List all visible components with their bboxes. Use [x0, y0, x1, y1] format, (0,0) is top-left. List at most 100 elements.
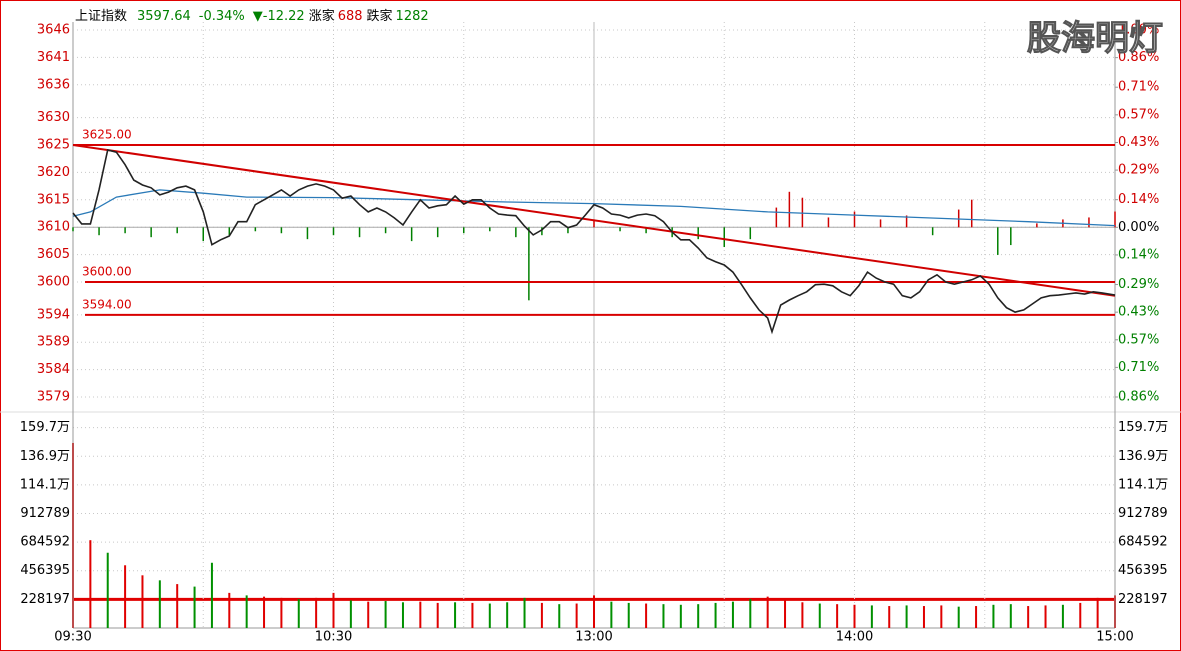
- volume-bar: [558, 604, 561, 628]
- strength-bar: [228, 227, 231, 236]
- y-tick-label: 684592: [20, 535, 70, 550]
- volume-bar: [263, 596, 266, 628]
- volume-bar: [575, 603, 578, 628]
- volume-bar: [384, 601, 387, 628]
- y-tick-label: 3579: [37, 390, 70, 405]
- y-tick-label: 3615: [37, 192, 70, 207]
- volume-bar: [332, 592, 335, 628]
- strength-bar: [280, 227, 283, 234]
- volume-bar: [714, 602, 717, 628]
- trend-line: [72, 144, 1116, 297]
- index-name: 上证指数: [75, 9, 127, 24]
- y2-tick-label: 0.00%: [1118, 220, 1159, 235]
- y2-tick-label: 0.86%: [1118, 50, 1159, 65]
- y-tick-label: 3641: [37, 50, 70, 65]
- y-tick-label: 136.9万: [20, 449, 70, 464]
- strength-bar: [1114, 211, 1116, 228]
- up-label: 涨家: [309, 8, 335, 24]
- volume-bar: [627, 602, 630, 628]
- strength-bar: [645, 227, 647, 234]
- change-pct: -0.34%: [199, 9, 245, 24]
- volume-bar: [870, 605, 873, 628]
- y2-tick-label: 0.29%: [1118, 163, 1159, 178]
- volume-bar: [940, 605, 943, 628]
- y2-tick-label: 0.43%: [1118, 305, 1159, 320]
- volume-bar: [401, 602, 404, 628]
- y2-tick-label: 0.57%: [1118, 107, 1159, 122]
- change: ▼-12.22: [253, 9, 305, 24]
- strength-bar: [723, 227, 725, 248]
- strength-bar: [749, 227, 752, 240]
- volume-bar: [141, 575, 144, 628]
- y-tick-label-right: 684592: [1118, 535, 1168, 550]
- volume-bar: [471, 602, 474, 628]
- header: 上证指数 3597.64 -0.34% ▼-12.22 涨家 688 跌家 1282: [75, 8, 429, 24]
- volume-bar: [922, 606, 925, 628]
- y-tick-label: 3620: [37, 165, 70, 180]
- volume-bar: [436, 602, 439, 628]
- volume-bar: [124, 565, 127, 628]
- level-label: 3625.00: [82, 128, 132, 142]
- level-label: 3600.00: [82, 264, 132, 278]
- y-tick-label: 159.7万: [20, 420, 70, 435]
- y-tick-label-right: 159.7万: [1118, 420, 1168, 435]
- volume-bar: [506, 602, 509, 628]
- y-tick-label: 912789: [20, 506, 70, 521]
- strength-bar: [124, 227, 126, 234]
- y2-tick-label: 0.14%: [1118, 192, 1159, 207]
- volume-bar: [488, 603, 491, 628]
- y-tick-label: 3636: [37, 77, 70, 92]
- volume-bar: [593, 595, 595, 628]
- x-tick-label: 15:00: [1096, 630, 1133, 645]
- y-tick-label: 228197: [20, 592, 70, 607]
- volume-bar: [697, 604, 700, 628]
- volume-bar: [766, 596, 769, 628]
- strength-bar: [567, 227, 569, 234]
- strength-bar: [410, 227, 413, 242]
- volume-bar: [176, 584, 179, 628]
- volume-bar: [1061, 604, 1064, 628]
- y-tick-label: 3584: [37, 362, 70, 377]
- x-tick-label: 10:30: [315, 630, 352, 645]
- volume-bar: [784, 600, 787, 628]
- strength-bar: [593, 219, 595, 228]
- volume-bar: [367, 601, 370, 628]
- strength-bar: [98, 227, 100, 236]
- strength-bar: [1036, 223, 1038, 228]
- y-tick-label-right: 114.1万: [1118, 477, 1168, 492]
- volume-bar: [801, 602, 804, 628]
- strength-bar: [879, 219, 882, 228]
- y2-tick-label: 0.71%: [1118, 80, 1159, 95]
- volume-bar: [106, 552, 109, 628]
- strength-bar: [463, 227, 465, 234]
- strength-bar: [619, 227, 621, 232]
- y-tick-label: 456395: [20, 563, 70, 578]
- strength-bar: [332, 227, 335, 236]
- volume-bar: [1044, 605, 1047, 628]
- volume-bar: [540, 602, 543, 628]
- volume-bar: [679, 604, 682, 628]
- volume-bar: [957, 606, 960, 628]
- y2-tick-label: 0.71%: [1118, 360, 1159, 375]
- y-tick-label: 114.1万: [20, 477, 70, 492]
- volume-bar: [523, 597, 526, 628]
- y2-tick-label: 1.00%: [1118, 23, 1159, 38]
- volume-bar: [905, 605, 908, 628]
- strength-bar: [306, 227, 309, 240]
- volume-bar: [454, 602, 457, 628]
- volume-bar: [1009, 604, 1012, 628]
- volume-bar: [888, 606, 891, 628]
- strength-bar: [788, 191, 791, 228]
- volume-bar: [610, 601, 613, 628]
- strength-bar: [358, 227, 361, 238]
- strength-bar: [384, 227, 387, 234]
- y2-tick-label: 0.29%: [1118, 277, 1159, 292]
- volume-bar: [1079, 602, 1082, 628]
- strength-bar: [541, 227, 543, 236]
- y-tick-label: 3589: [37, 335, 70, 350]
- x-tick-label: 13:00: [575, 630, 612, 645]
- strength-bar: [436, 227, 439, 238]
- strength-bar: [1088, 217, 1090, 228]
- strength-bar: [202, 227, 204, 242]
